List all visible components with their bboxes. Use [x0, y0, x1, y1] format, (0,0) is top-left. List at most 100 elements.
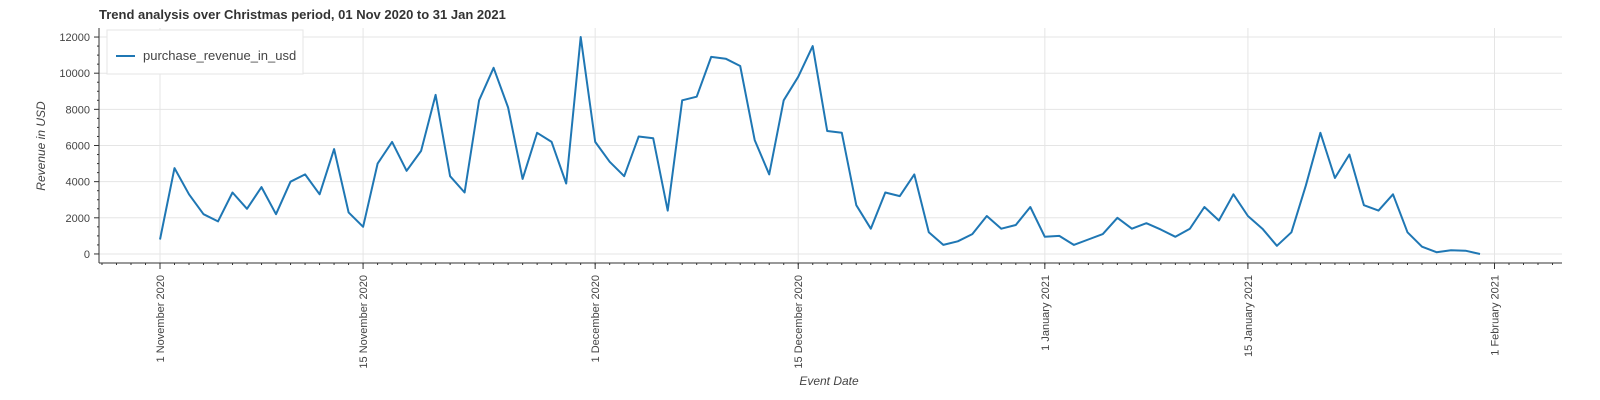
data-point [870, 228, 872, 230]
data-point [391, 141, 393, 143]
x-tick-label: 15 November 2020 [358, 275, 370, 369]
data-point [855, 204, 857, 206]
data-point [1436, 251, 1438, 253]
data-point [797, 76, 799, 78]
data-point [188, 193, 190, 195]
data-point [1044, 236, 1046, 238]
data-point [913, 173, 915, 175]
data-point [464, 192, 466, 194]
data-point [1000, 228, 1002, 230]
data-point [1232, 193, 1234, 195]
data-point [1029, 206, 1031, 208]
x-tick-label: 15 January 2021 [1243, 275, 1255, 357]
data-point [1131, 228, 1133, 230]
data-point [841, 132, 843, 134]
data-point [478, 99, 480, 101]
data-point [551, 141, 553, 143]
data-point [507, 107, 509, 109]
data-point [580, 36, 582, 38]
data-point [1145, 222, 1147, 224]
data-point [884, 192, 886, 194]
data-point [1479, 253, 1481, 255]
legend-label: purchase_revenue_in_usd [143, 48, 296, 63]
data-point [348, 211, 350, 213]
data-point [493, 67, 495, 69]
data-point [812, 45, 814, 47]
legend: purchase_revenue_in_usd [106, 29, 304, 75]
data-point [594, 141, 596, 143]
y-tick-label: 6000 [66, 141, 90, 153]
data-point [1319, 132, 1321, 134]
data-point [826, 130, 828, 132]
data-point [1276, 245, 1278, 247]
data-point [174, 167, 176, 169]
data-point [1407, 231, 1409, 233]
data-point [1450, 249, 1452, 251]
y-tick-label: 0 [84, 249, 90, 261]
data-point [420, 150, 422, 152]
data-point [942, 244, 944, 246]
data-point [739, 65, 741, 67]
x-tick-label: 1 December 2020 [590, 275, 602, 362]
data-point [159, 239, 161, 241]
data-point [290, 181, 292, 183]
data-point [203, 213, 205, 215]
data-point [1247, 215, 1249, 217]
data-point [928, 231, 930, 233]
data-point [899, 195, 901, 197]
data-point [536, 132, 538, 134]
axes: 0 2000 4000 6000 8000 10000 12000 1 November 20… [59, 28, 1562, 369]
data-point [1378, 210, 1380, 212]
data-point [667, 210, 669, 212]
data-point [1102, 233, 1104, 235]
data-point [261, 186, 263, 188]
data-point [1465, 250, 1467, 252]
data-point [304, 173, 306, 175]
data-point [623, 175, 625, 177]
series-layer [159, 36, 1481, 255]
data-point [232, 192, 234, 194]
y-axis-label: Revenue in USD [34, 101, 48, 191]
x-tick-label: 1 January 2021 [1040, 275, 1052, 351]
data-point [217, 220, 219, 222]
data-point [1189, 228, 1191, 230]
series-line-purchase_revenue_in_usd [159, 36, 1481, 255]
x-tick-label: 15 December 2020 [793, 275, 805, 369]
data-point [406, 170, 408, 172]
data-point [1116, 217, 1118, 219]
data-point [1348, 154, 1350, 156]
chart-title: Trend analysis over Christmas period, 01… [99, 7, 506, 22]
y-tick-label: 4000 [66, 177, 90, 189]
data-point [638, 136, 640, 138]
data-point [1174, 236, 1176, 238]
data-point [1160, 229, 1162, 231]
data-point [754, 139, 756, 141]
data-point [319, 193, 321, 195]
data-point [1334, 177, 1336, 179]
data-point [609, 161, 611, 163]
x-tick-label: 1 February 2021 [1489, 275, 1501, 356]
data-point [710, 56, 712, 58]
data-point [1261, 228, 1263, 230]
data-point [768, 173, 770, 175]
data-point [362, 226, 364, 228]
data-point [957, 240, 959, 242]
data-point [565, 183, 567, 185]
data-point [725, 58, 727, 60]
y-tick-label: 2000 [66, 213, 90, 225]
y-tick-label: 12000 [59, 32, 90, 44]
data-point [1363, 204, 1365, 206]
data-point [1218, 220, 1220, 222]
grid-lines [99, 28, 1562, 263]
data-point [681, 99, 683, 101]
data-point [652, 137, 654, 139]
data-point [1305, 184, 1307, 186]
data-point [986, 215, 988, 217]
data-point [435, 94, 437, 96]
data-point [1392, 193, 1394, 195]
data-point [1015, 224, 1017, 226]
data-point [449, 175, 451, 177]
data-point [1058, 235, 1060, 237]
data-point [1421, 246, 1423, 248]
